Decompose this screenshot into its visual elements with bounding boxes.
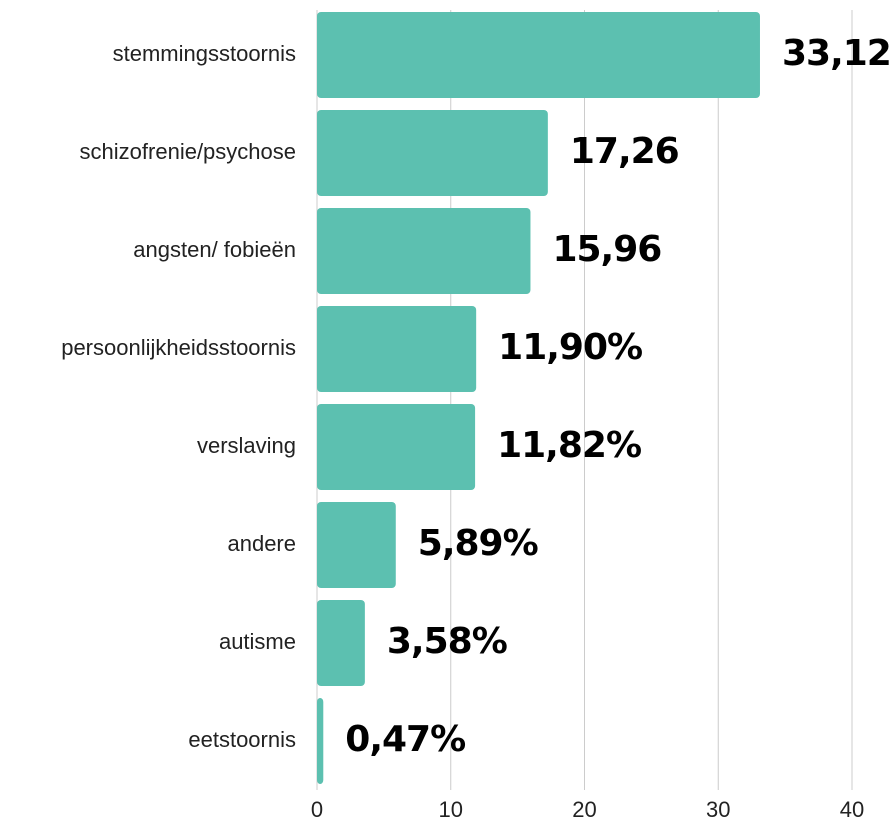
y-tick-label: stemmingsstoornis — [113, 41, 296, 66]
bar — [317, 698, 324, 784]
y-tick-label: persoonlijkheidsstoornis — [61, 335, 296, 360]
x-tick-label: 30 — [706, 797, 730, 822]
data-label: 5,89% — [418, 523, 538, 564]
y-tick-label: autisme — [219, 629, 296, 654]
bar — [317, 12, 760, 98]
bar — [317, 404, 476, 490]
data-label: 15,96 — [552, 229, 661, 270]
y-tick-label: verslaving — [197, 433, 296, 458]
x-tick-label: 40 — [840, 797, 864, 822]
y-tick-label: andere — [227, 531, 296, 556]
data-label: 17,26 — [570, 131, 679, 172]
bar — [317, 306, 477, 392]
bar — [317, 502, 396, 588]
x-tick-label: 10 — [439, 797, 463, 822]
bar — [317, 208, 531, 294]
x-tick-label: 20 — [572, 797, 596, 822]
y-tick-label: schizofrenie/psychose — [80, 139, 296, 164]
x-tick-label: 0 — [311, 797, 323, 822]
data-label: 3,58% — [387, 621, 507, 662]
data-label: 33,12 — [782, 33, 891, 74]
bar — [317, 110, 548, 196]
y-tick-label: eetstoornis — [188, 727, 296, 752]
bar — [317, 600, 365, 686]
data-label: 11,90% — [498, 327, 642, 368]
data-label: 11,82% — [497, 425, 641, 466]
data-label: 0,47% — [345, 719, 465, 760]
y-tick-label: angsten/ fobieën — [133, 237, 296, 262]
